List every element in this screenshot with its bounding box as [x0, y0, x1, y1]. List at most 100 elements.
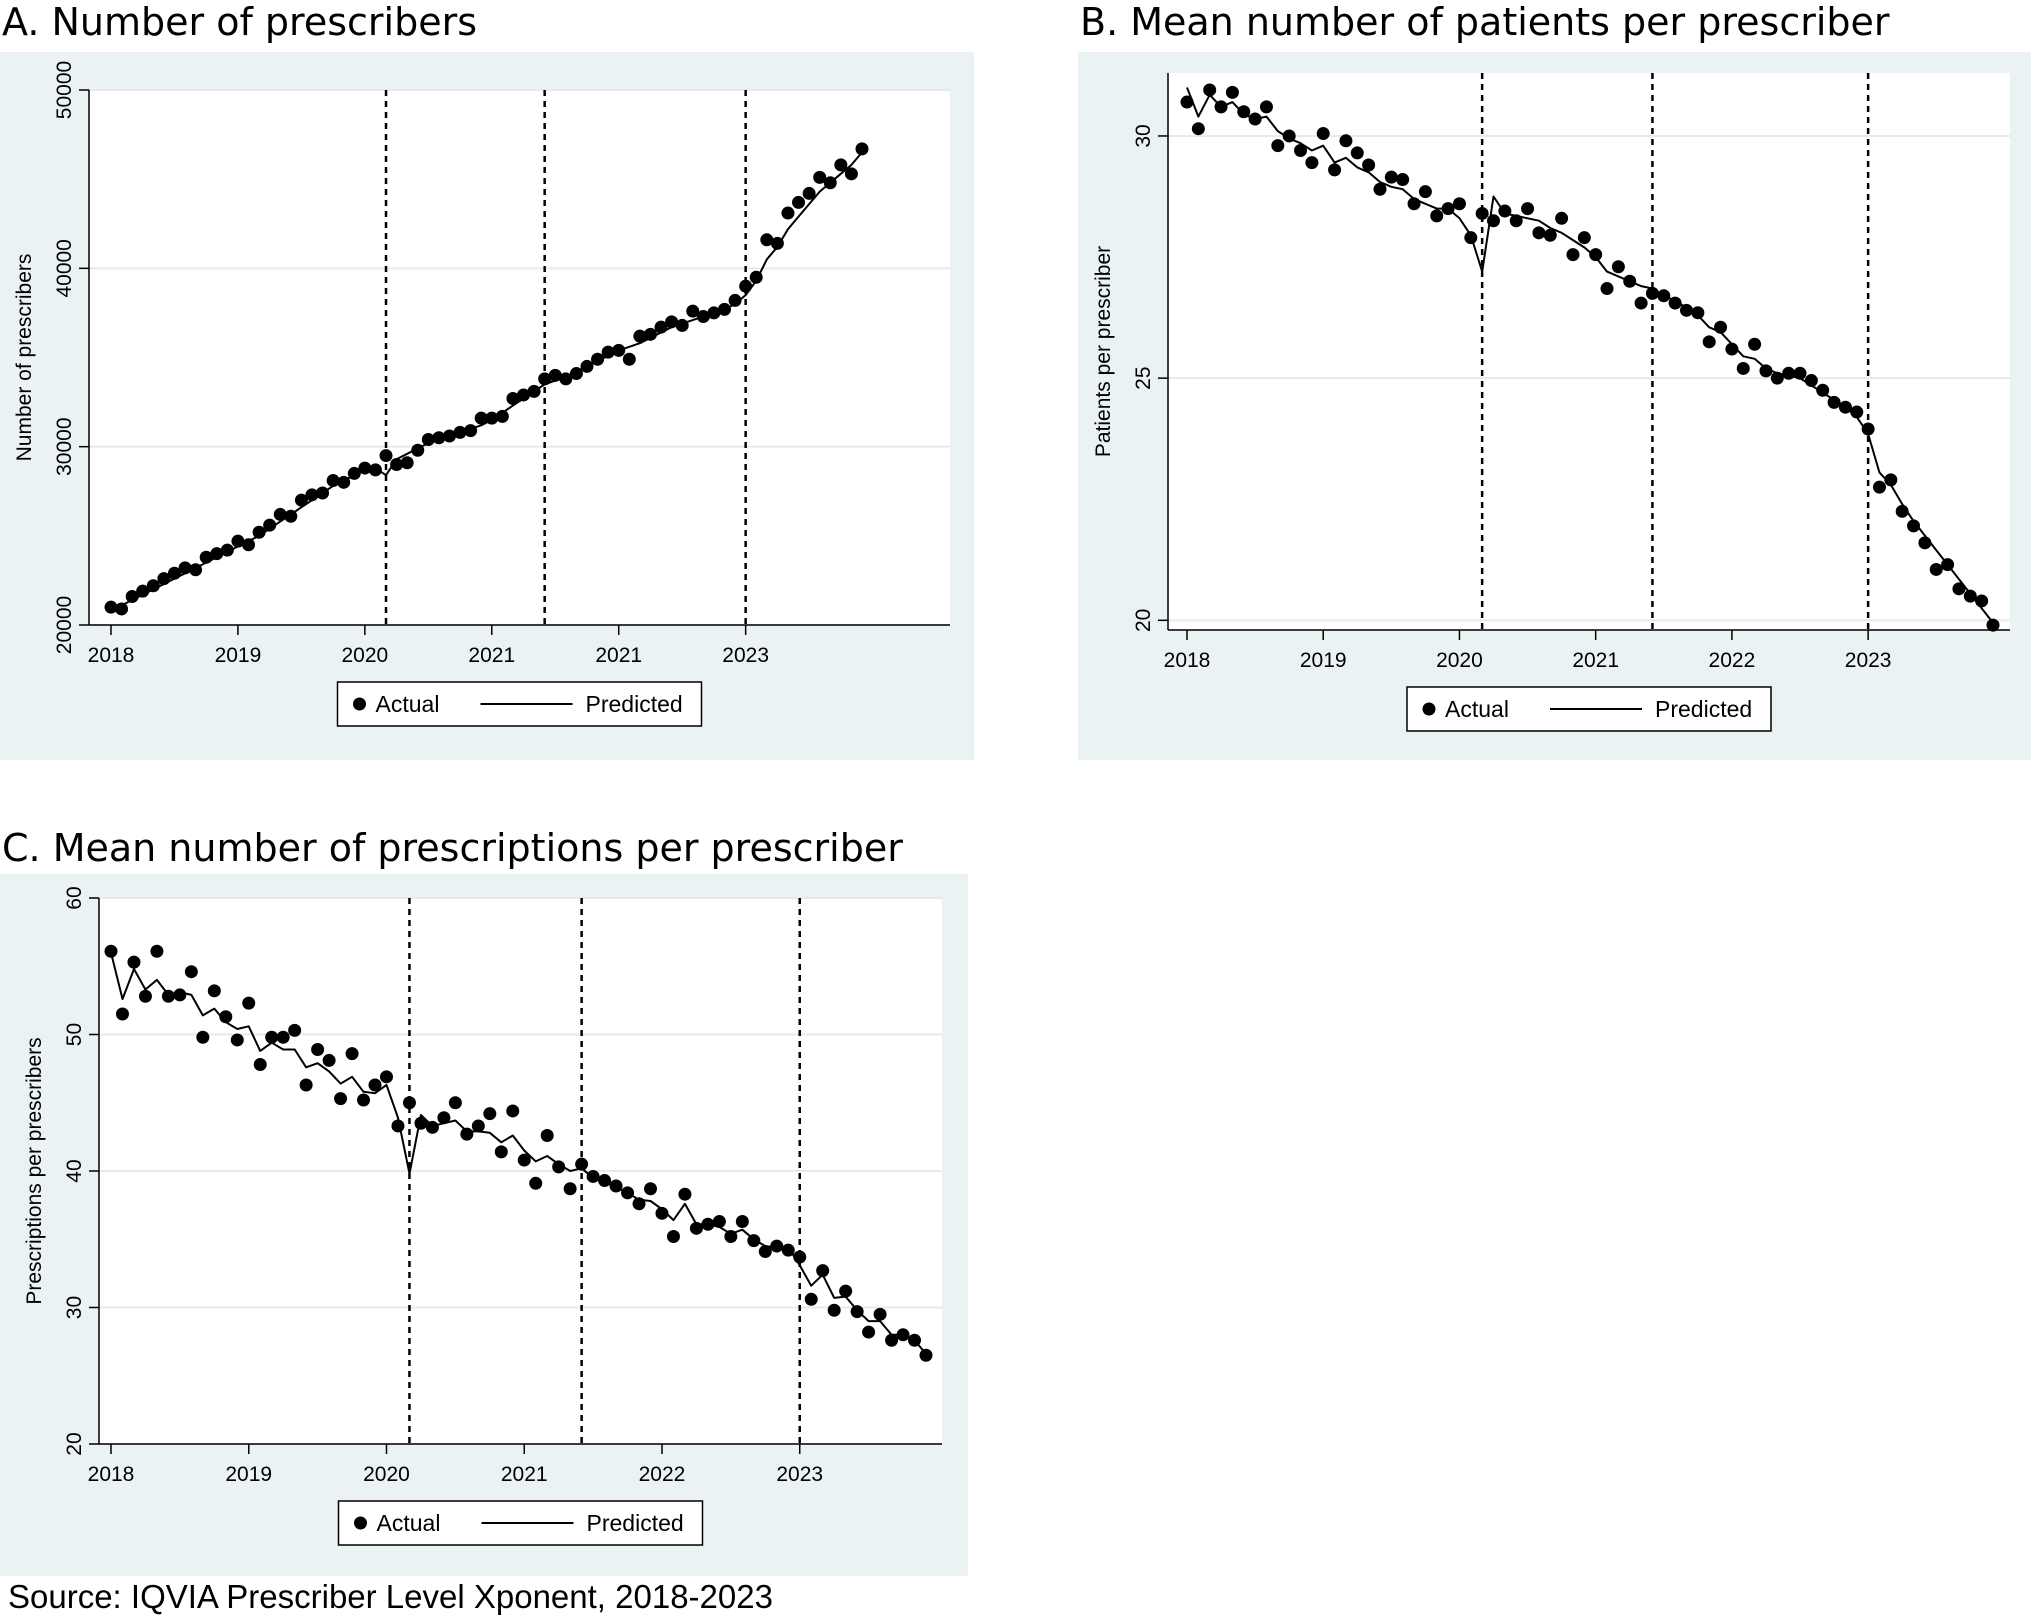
actual-point — [1861, 422, 1875, 436]
actual-point — [294, 493, 308, 507]
actual-point — [1600, 282, 1614, 296]
actual-point — [311, 1043, 325, 1057]
actual-point — [665, 315, 679, 329]
x-tick-label: 2019 — [1300, 649, 1347, 672]
actual-point — [644, 1182, 658, 1196]
actual-point — [357, 1093, 371, 1107]
actual-point — [1770, 371, 1784, 385]
actual-point — [749, 270, 763, 284]
actual-point — [1316, 127, 1330, 141]
x-tick-label: 2023 — [1845, 649, 1892, 672]
actual-point — [701, 1217, 715, 1231]
actual-point — [747, 1234, 761, 1248]
actual-point — [337, 475, 351, 489]
legend-predicted-label: Predicted — [586, 691, 683, 717]
x-tick-label: 2021 — [468, 644, 515, 667]
actual-point — [1407, 197, 1421, 211]
actual-point — [655, 1206, 669, 1220]
actual-point — [839, 1284, 853, 1298]
actual-point — [402, 1096, 416, 1110]
actual-point — [471, 1119, 485, 1133]
actual-point — [1793, 366, 1807, 380]
actual-point — [707, 306, 721, 320]
actual-point — [494, 1145, 508, 1159]
actual-point — [758, 1245, 772, 1259]
actual-point — [448, 1096, 462, 1110]
actual-point — [1259, 100, 1273, 114]
actual-point — [1180, 95, 1194, 109]
actual-point — [485, 411, 499, 425]
actual-point — [1838, 400, 1852, 414]
actual-point — [598, 1174, 612, 1188]
actual-point — [464, 424, 478, 438]
plot-area — [89, 90, 950, 625]
actual-point — [834, 158, 848, 172]
actual-point — [1271, 139, 1285, 153]
y-tick-label: 30 — [63, 1296, 86, 1319]
x-tick-label: 2021 — [595, 644, 642, 667]
actual-point — [1884, 473, 1898, 487]
actual-point — [770, 1239, 784, 1253]
actual-point — [896, 1328, 910, 1342]
actual-point — [1487, 214, 1501, 228]
actual-point — [1396, 173, 1410, 187]
x-tick-label: 2020 — [1436, 649, 1483, 672]
actual-point — [157, 572, 171, 586]
actual-point — [483, 1107, 497, 1121]
actual-point — [1963, 589, 1977, 603]
panel-b-title: B. Mean number of patients per prescribe… — [1080, 0, 1890, 44]
y-tick-label: 20000 — [53, 596, 76, 654]
actual-point — [1509, 214, 1523, 228]
actual-point — [199, 550, 213, 564]
actual-point — [632, 1197, 646, 1211]
actual-point — [347, 466, 361, 480]
actual-point — [1952, 582, 1966, 596]
actual-point — [1827, 395, 1841, 409]
actual-point — [855, 142, 869, 156]
actual-point — [1850, 405, 1864, 419]
actual-point — [265, 1030, 279, 1044]
y-axis-title: Number of prescribers — [13, 254, 36, 462]
actual-point — [115, 1007, 129, 1021]
actual-point — [559, 372, 573, 386]
actual-point — [1589, 248, 1603, 262]
actual-point — [150, 944, 164, 958]
actual-point — [437, 1111, 451, 1125]
actual-point — [231, 534, 245, 548]
actual-point — [421, 433, 435, 447]
actual-point — [425, 1120, 439, 1134]
actual-point — [136, 584, 150, 598]
actual-point — [379, 449, 393, 463]
actual-point — [1895, 504, 1909, 518]
legend-predicted-label: Predicted — [1655, 696, 1752, 722]
actual-point — [1418, 185, 1432, 199]
actual-point — [276, 1030, 290, 1044]
actual-point — [633, 329, 647, 343]
actual-point — [104, 600, 118, 614]
actual-point — [1214, 100, 1228, 114]
x-tick-label: 2018 — [88, 644, 135, 667]
legend-actual-marker — [353, 697, 366, 711]
y-tick-label: 30000 — [53, 417, 76, 475]
x-tick-label: 2020 — [341, 644, 388, 667]
actual-point — [273, 507, 287, 521]
actual-point — [1748, 337, 1762, 351]
actual-point — [712, 1215, 726, 1229]
actual-point — [850, 1305, 864, 1319]
actual-point — [643, 327, 657, 341]
actual-point — [184, 965, 198, 979]
actual-point — [127, 955, 141, 969]
x-tick-label: 2020 — [363, 1463, 410, 1486]
actual-point — [1339, 134, 1353, 148]
actual-point — [1350, 146, 1364, 160]
actual-point — [1452, 197, 1466, 211]
actual-point — [569, 367, 583, 381]
actual-point — [253, 1058, 267, 1072]
actual-point — [316, 486, 330, 500]
actual-point — [115, 602, 129, 616]
actual-point — [474, 411, 488, 425]
actual-point — [299, 1078, 313, 1092]
actual-point — [1679, 303, 1693, 317]
y-tick-label: 50000 — [53, 61, 76, 119]
actual-point — [654, 320, 668, 334]
